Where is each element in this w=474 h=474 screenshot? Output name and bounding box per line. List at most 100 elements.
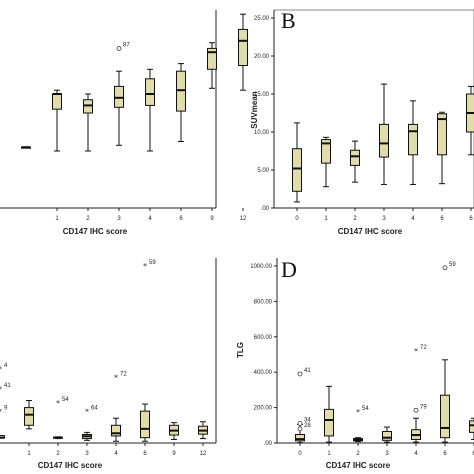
outlier-59: 59 <box>442 262 456 271</box>
outlier-star: * <box>143 262 147 271</box>
box-4 <box>145 68 155 152</box>
outlier-circle <box>297 371 303 377</box>
x-tick-label: 2 <box>56 451 60 457</box>
panel-b: .00 5.00 10.00 15.00 20.00 25.00 SUVmean CD147 … <box>250 8 474 236</box>
outlier-41: *41 <box>0 383 11 394</box>
x-tick-label: 3 <box>85 451 89 457</box>
outlier-label: 41 <box>304 368 311 374</box>
x-tick-label: 0 <box>295 216 299 222</box>
outlier-label: 41 <box>4 383 11 389</box>
outlier-label: 87 <box>123 42 130 48</box>
x-axis-label: CD147 IHC score <box>63 227 128 236</box>
box-3 <box>379 83 389 185</box>
panel-c: CD147 IHC score12346912*4*41*9*54*64*72*… <box>0 258 217 470</box>
y-tick-label: 600.00 <box>254 335 273 341</box>
outlier-87: 87 <box>116 42 130 51</box>
x-axis-label: CD147 IHC score <box>38 461 103 470</box>
panel-letter: B <box>281 8 296 33</box>
outlier-label: 34 <box>304 418 311 424</box>
outlier-79: 79 <box>413 404 427 413</box>
outlier-label: 72 <box>420 345 427 351</box>
outlier-star: * <box>114 374 118 383</box>
iqr-box <box>440 394 450 439</box>
outlier-label: 79 <box>420 404 427 410</box>
x-tick-label: 4 <box>148 216 152 222</box>
x-tick-label: 2 <box>86 216 90 222</box>
x-tick-label: 1 <box>55 216 59 222</box>
box-2 <box>53 436 63 440</box>
iqr-box <box>382 430 392 441</box>
box-cat0 <box>21 146 31 149</box>
box-3 <box>382 426 392 443</box>
box-2 <box>83 93 93 152</box>
iqr-box <box>295 434 305 442</box>
iqr-box <box>408 123 418 156</box>
y-tick-label: 800.00 <box>254 299 273 305</box>
box-12 <box>238 13 248 91</box>
box-0 <box>292 122 302 203</box>
box-cat0 <box>0 435 5 439</box>
iqr-box <box>469 420 474 433</box>
outlier-72: * 72 <box>414 345 427 356</box>
outlier-label: 4 <box>4 363 8 369</box>
outlier-28: 28 <box>297 423 311 432</box>
box-6 <box>176 63 186 142</box>
x-tick-label: 6 <box>469 216 473 222</box>
box-4 <box>411 417 421 443</box>
outlier-label: 64 <box>91 405 98 411</box>
outlier-star: * <box>56 399 60 408</box>
outlier-circle <box>297 426 303 432</box>
iqr-box <box>350 149 360 166</box>
outlier-circle <box>116 46 122 51</box>
x-tick-label: 6 <box>143 451 147 457</box>
outlier-star: * <box>85 407 89 416</box>
y-tick-label: 5.00 <box>257 168 269 174</box>
y-tick-label: 25.00 <box>254 16 270 22</box>
iqr-box <box>324 408 334 437</box>
outlier-star: * <box>356 408 360 417</box>
box-2 <box>350 140 360 183</box>
box-6 <box>466 85 474 156</box>
outlier-9: *9 <box>0 405 8 416</box>
y-tick-label: 400.00 <box>254 370 273 376</box>
iqr-box <box>24 407 34 426</box>
y-tick-label: 10.00 <box>254 130 270 136</box>
outlier-41: 41 <box>297 368 311 377</box>
box-4 <box>408 100 418 185</box>
iqr-box <box>238 28 248 66</box>
x-tick-label: 9 <box>172 451 176 457</box>
y-tick-label: .00 <box>261 206 270 212</box>
x-tick-label: 9 <box>210 216 214 222</box>
outlier-label: 59 <box>449 262 456 268</box>
outlier-label: 28 <box>304 423 311 429</box>
outlier-label: 54 <box>62 397 69 403</box>
panel-d: .00 200.00 400.00 600.00 800.00 1000.00 TLG CD1… <box>236 257 474 470</box>
outlier-54: * 54 <box>56 397 69 408</box>
outlier-circle <box>442 265 448 271</box>
box-3 <box>114 70 124 146</box>
box-6 <box>440 359 450 443</box>
iqr-box <box>321 139 331 164</box>
y-axis-label: SUVmean <box>250 91 259 128</box>
outlier-64: * 64 <box>85 405 98 416</box>
x-tick-label: 0 <box>298 451 302 457</box>
outlier-label: 72 <box>120 372 127 378</box>
x-tick-label: 2 <box>356 451 360 457</box>
outlier-circle <box>413 407 419 413</box>
outlier-54: * 54 <box>356 406 369 417</box>
box-6 <box>437 111 447 185</box>
iqr-box <box>145 78 155 106</box>
x-tick-label: 1 <box>324 216 328 222</box>
x-tick-label: 2 <box>353 216 357 222</box>
box-9 <box>207 42 217 89</box>
outlier-star: * <box>0 385 2 394</box>
outlier-59: * 59 <box>143 260 156 271</box>
outlier-label: 54 <box>362 406 369 412</box>
x-tick-label: 1 <box>27 451 31 457</box>
x-tick-label: 4 <box>414 451 418 457</box>
x-axis-label: CD147 IHC score <box>326 461 391 470</box>
x-axis-label: CD147 IHC score <box>338 227 403 236</box>
x-tick-label: 3 <box>117 216 121 222</box>
y-axis-label: TLG <box>236 342 245 358</box>
